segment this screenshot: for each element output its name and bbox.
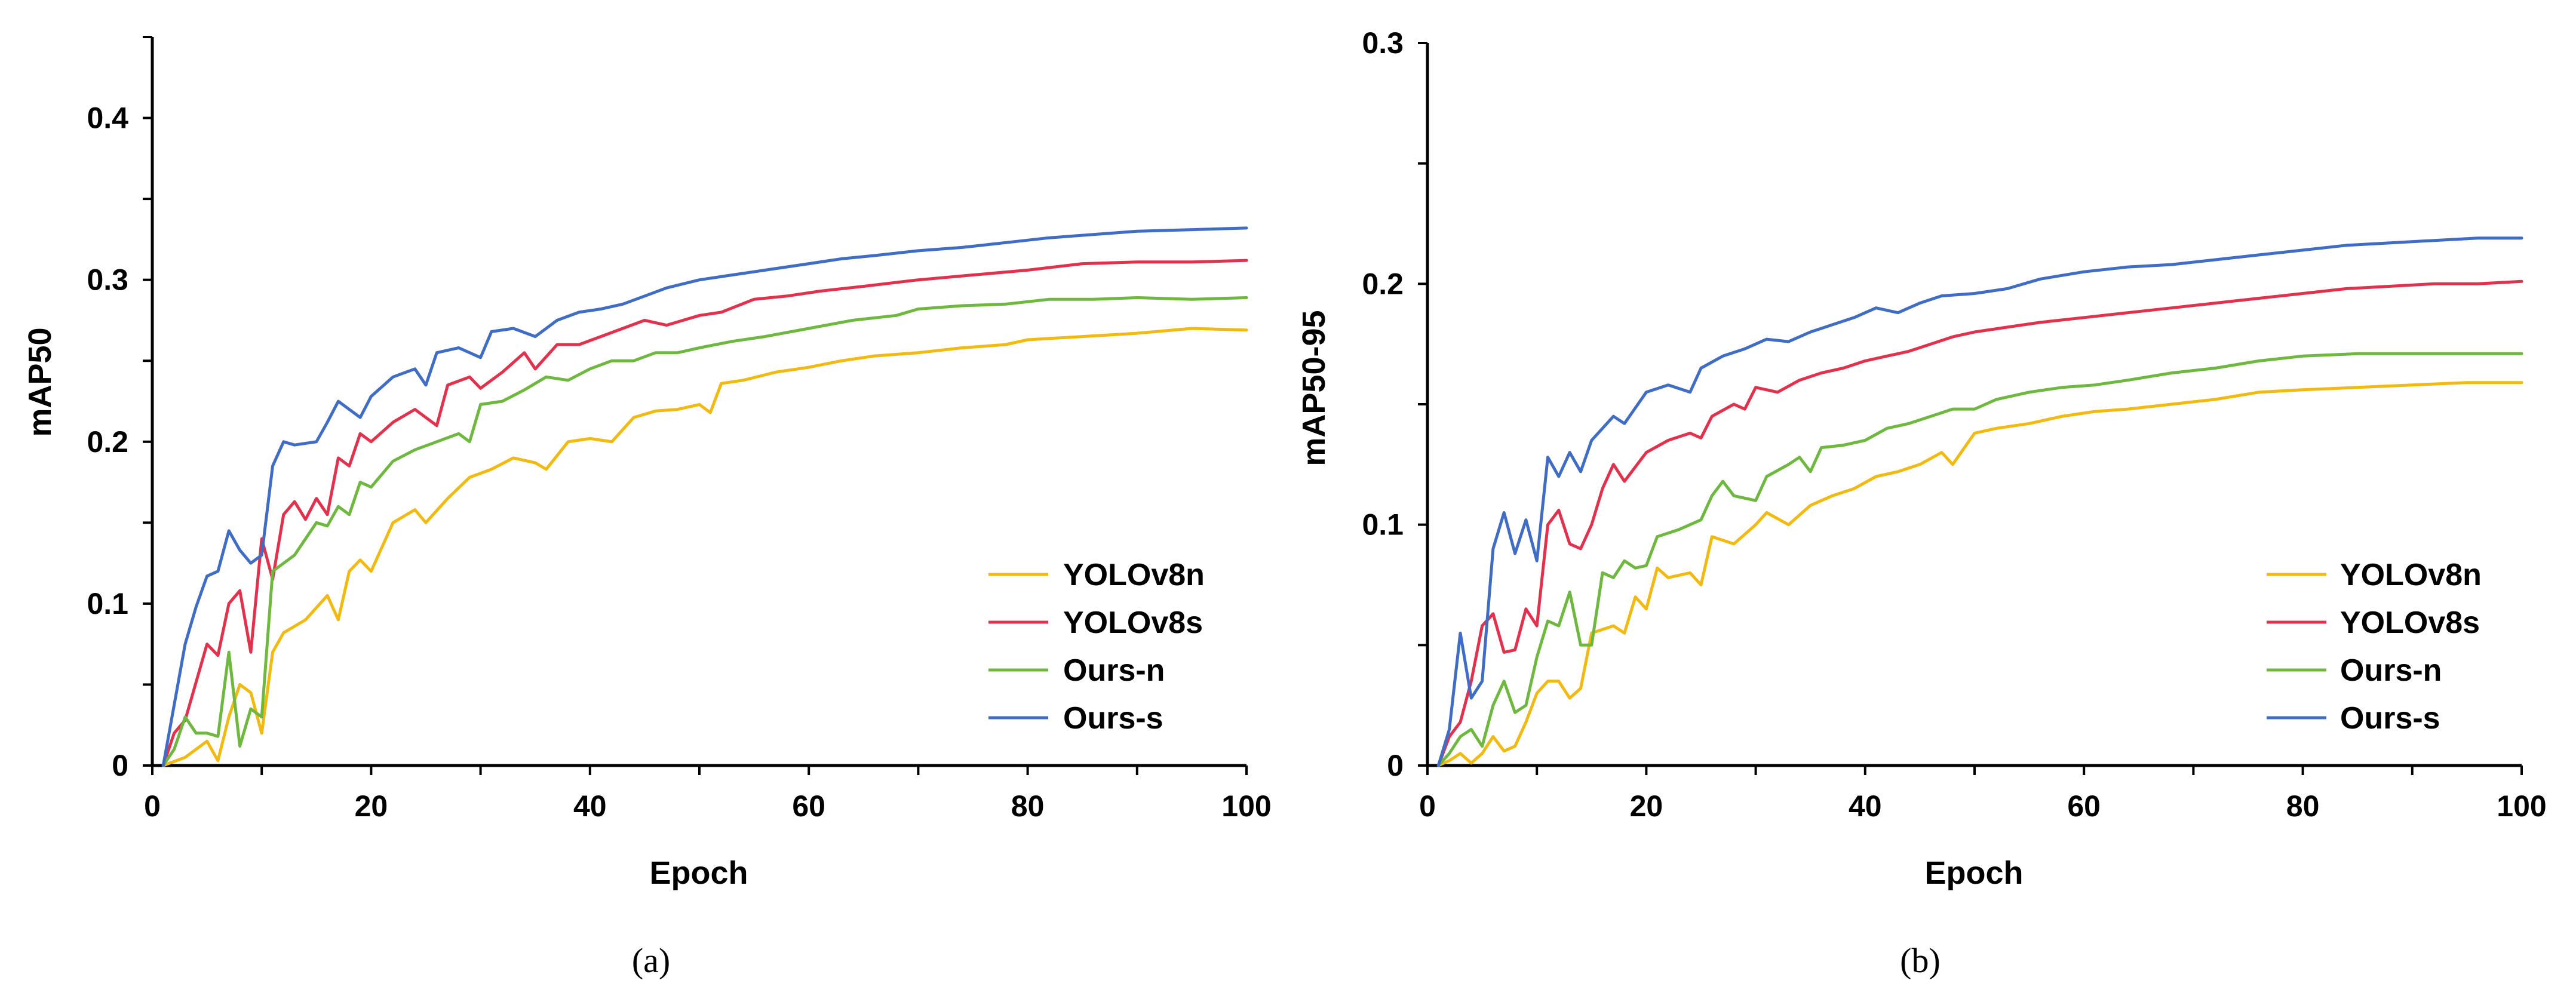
x-tick-label: 20 <box>355 789 388 823</box>
series-line-yolov8n <box>161 327 1248 767</box>
x-tick-label: 0 <box>144 789 161 823</box>
x-tick-label: 100 <box>2497 789 2546 823</box>
panel-caption: (b) <box>1900 941 1941 980</box>
chart-panel-a: 0 0.1 0.2 0.3 0.4 0 20 40 60 80 100 Epoch mAP50 YOLOv… <box>22 36 1272 980</box>
y-tick-label: 0.1 <box>1362 508 1404 542</box>
series-line-ours-n <box>1436 352 2523 767</box>
legend-label: Ours-n <box>2340 653 2442 688</box>
legend-label: Ours-s <box>2340 701 2440 736</box>
x-tick-label: 60 <box>792 789 825 823</box>
panel-caption: (a) <box>632 941 670 980</box>
legend-label: YOLOv8s <box>2340 605 2480 640</box>
x-tick-label: 40 <box>1849 789 1882 823</box>
y-tick-label: 0.2 <box>1362 267 1404 300</box>
legend-label: YOLOv8n <box>1063 558 1205 592</box>
series-line-ours-s <box>161 226 1248 767</box>
series-line-ours-n <box>161 296 1248 767</box>
x-tick-label: 40 <box>573 789 607 823</box>
y-tick-label: 0 <box>112 749 128 782</box>
legend-label: YOLOv8s <box>1063 605 1203 640</box>
series-line-yolov8s <box>161 259 1248 767</box>
y-tick-label: 0.2 <box>87 425 128 459</box>
series-line-ours-s <box>1436 236 2523 767</box>
x-tick-label: 100 <box>1221 789 1271 823</box>
x-tick-label: 80 <box>1011 789 1045 823</box>
x-tick-label: 80 <box>2286 789 2320 823</box>
x-axis-label: Epoch <box>649 855 748 891</box>
legend: YOLOv8n YOLOv8s Ours-n Ours-s <box>2267 558 2482 736</box>
x-tick-label: 0 <box>1419 789 1436 823</box>
y-tick-label: 0 <box>1387 749 1404 782</box>
x-tick-label: 20 <box>1630 789 1663 823</box>
y-axis-label: mAP50 <box>22 327 58 436</box>
legend-label: YOLOv8n <box>2340 558 2482 592</box>
y-tick-label: 0.3 <box>87 263 128 297</box>
y-tick-label: 0.1 <box>87 587 128 620</box>
legend-label: Ours-s <box>1063 701 1163 736</box>
y-tick-label: 0.4 <box>87 102 128 135</box>
series-line-yolov8n <box>1436 381 2523 767</box>
x-axis-label: Epoch <box>1924 855 2023 891</box>
legend-label: Ours-n <box>1063 653 1165 688</box>
y-axis-label: mAP50-95 <box>1296 310 1332 466</box>
x-tick-label: 60 <box>2067 789 2101 823</box>
chart-panel-b: 0 0.1 0.2 0.3 0 20 40 60 80 100 Epoch mAP50-95 YOLOv… <box>1296 26 2547 980</box>
y-tick-label: 0.3 <box>1362 26 1404 60</box>
series-line-yolov8s <box>1436 279 2523 767</box>
legend: YOLOv8n YOLOv8s Ours-n Ours-s <box>988 558 1205 736</box>
